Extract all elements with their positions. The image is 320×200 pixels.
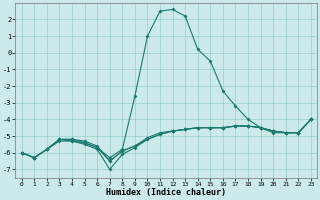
- X-axis label: Humidex (Indice chaleur): Humidex (Indice chaleur): [106, 188, 226, 197]
